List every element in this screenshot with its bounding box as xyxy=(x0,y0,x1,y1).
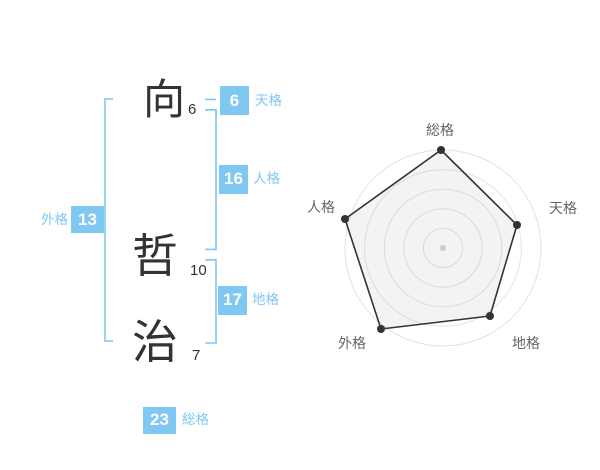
svg-text:7: 7 xyxy=(192,347,200,364)
svg-text:17: 17 xyxy=(223,290,242,309)
svg-text:外格: 外格 xyxy=(41,212,68,227)
svg-text:天格: 天格 xyxy=(255,93,282,108)
svg-text:治: 治 xyxy=(132,316,178,368)
svg-text:6: 6 xyxy=(188,101,196,118)
svg-text:16: 16 xyxy=(224,169,243,188)
svg-text:人格: 人格 xyxy=(253,171,280,186)
svg-text:6: 6 xyxy=(230,91,239,110)
svg-text:10: 10 xyxy=(190,262,207,279)
svg-text:哲: 哲 xyxy=(132,230,178,282)
svg-text:地格: 地格 xyxy=(512,335,540,351)
svg-text:総格: 総格 xyxy=(426,122,454,138)
svg-text:人格: 人格 xyxy=(307,199,335,215)
svg-text:向: 向 xyxy=(143,76,185,123)
svg-text:23: 23 xyxy=(150,410,169,429)
svg-text:外格: 外格 xyxy=(338,335,366,351)
svg-text:地格: 地格 xyxy=(252,292,279,307)
svg-text:天格: 天格 xyxy=(549,200,577,216)
svg-text:13: 13 xyxy=(78,210,97,229)
svg-text:総格: 総格 xyxy=(182,412,209,427)
